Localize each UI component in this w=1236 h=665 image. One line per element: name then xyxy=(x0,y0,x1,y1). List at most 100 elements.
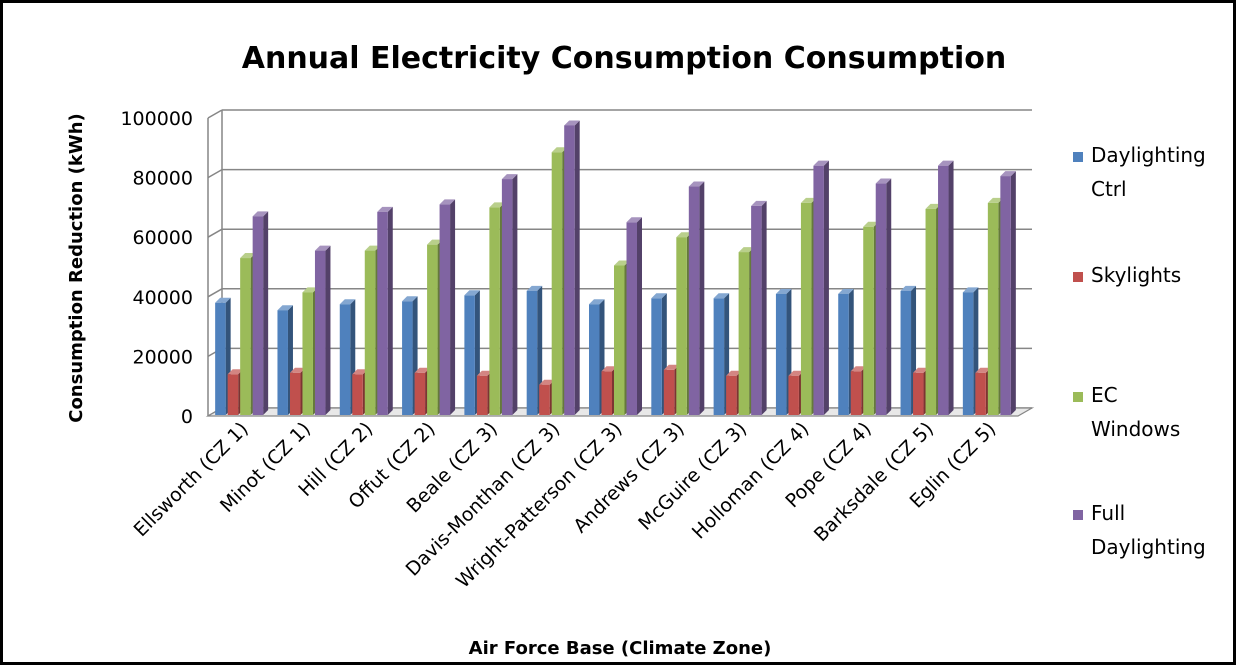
legend-label: Ctrl xyxy=(1091,177,1127,201)
bar-top xyxy=(863,221,879,227)
bar-full-daylighting xyxy=(252,211,269,415)
legend-swatch xyxy=(1073,152,1083,162)
bar-front xyxy=(402,301,413,415)
bar-front xyxy=(352,374,363,415)
bar-top xyxy=(925,203,942,209)
legend-label: Daylighting xyxy=(1091,535,1206,559)
y-tick-label: 100000 xyxy=(120,108,193,130)
bar-front xyxy=(476,375,488,415)
bar-front xyxy=(240,258,251,415)
bar-full-daylighting xyxy=(688,181,705,415)
bar-front xyxy=(526,290,538,415)
bar-top xyxy=(551,147,568,153)
bar-side xyxy=(450,199,456,415)
bar-front xyxy=(227,374,239,415)
bar-front xyxy=(651,298,662,415)
gridline-side xyxy=(207,288,223,298)
bar-front xyxy=(364,250,376,415)
bar-top xyxy=(614,260,630,266)
bar-top xyxy=(589,299,605,305)
bar-top xyxy=(526,285,543,291)
bar-side xyxy=(574,120,580,415)
bar-front xyxy=(738,252,750,415)
y-tick-label: 20000 xyxy=(133,346,193,368)
bar-front xyxy=(601,371,612,415)
bar-top xyxy=(663,364,680,370)
legend-item: Full Daylighting xyxy=(1073,501,1206,559)
bar-front xyxy=(464,295,475,415)
bar-top xyxy=(352,369,368,375)
bar-top xyxy=(539,379,555,385)
bar-front xyxy=(938,165,949,415)
bar-side xyxy=(325,245,331,415)
bar-top xyxy=(850,366,867,372)
bar-front xyxy=(726,375,737,415)
bar-top xyxy=(838,288,854,294)
legend-item: EC Windows xyxy=(1073,383,1180,441)
y-ticks: 0 20000 40000 60000 80000 100000 xyxy=(120,108,193,428)
bar-top xyxy=(900,285,917,291)
bar-top xyxy=(252,211,269,217)
x-tick-label: Barksdale (CZ 5) xyxy=(810,418,938,546)
bar-front xyxy=(925,208,937,415)
y-tick-label: 0 xyxy=(181,406,193,428)
bar-front xyxy=(277,310,288,415)
bar-top xyxy=(800,197,817,203)
bar-front xyxy=(1000,176,1011,415)
gridline-side xyxy=(207,228,223,238)
bar-front xyxy=(751,205,762,415)
bar-side xyxy=(512,174,518,415)
bar-full-daylighting xyxy=(938,160,954,415)
legend-swatch xyxy=(1073,392,1083,402)
bar-full-daylighting xyxy=(564,120,580,415)
bar-front xyxy=(775,293,787,415)
bar-top xyxy=(962,287,979,293)
bar-top xyxy=(987,197,1004,203)
legend-item: Daylighting Ctrl xyxy=(1073,143,1206,201)
bar-front xyxy=(850,371,862,415)
bar-top xyxy=(339,299,356,305)
bar-front xyxy=(551,152,563,415)
bar-front xyxy=(614,265,625,415)
bar-top xyxy=(302,287,318,293)
bar-top xyxy=(277,305,293,311)
y-axis-title: Consumption Reduction (kWh) xyxy=(66,113,87,423)
bar-front xyxy=(713,298,725,415)
bar-front xyxy=(564,125,575,415)
bar-front xyxy=(489,207,500,415)
legend-label: Daylighting xyxy=(1091,143,1206,167)
bar-top xyxy=(501,174,518,180)
bar-front xyxy=(875,183,887,415)
bar-top xyxy=(713,293,730,299)
bar-side xyxy=(823,160,829,415)
bar-daylighting-ctrl xyxy=(526,285,543,415)
x-tick-label: McGuire (CZ 3) xyxy=(634,418,751,535)
legend-swatch xyxy=(1073,272,1083,282)
bar-top xyxy=(676,232,692,238)
bar-front xyxy=(289,372,301,415)
gridline-side xyxy=(207,109,223,119)
bar-side xyxy=(387,206,393,415)
bar-front xyxy=(377,211,388,415)
bar-top xyxy=(564,120,580,126)
bar-side xyxy=(699,181,705,415)
bar-top xyxy=(788,370,804,376)
legend: Daylighting Ctrl Skylights EC Windows Full Day… xyxy=(1073,143,1206,559)
bar-side xyxy=(948,160,954,415)
bar-side xyxy=(537,285,543,415)
bars xyxy=(215,120,1016,415)
y-tick-label: 40000 xyxy=(133,287,193,309)
bar-top xyxy=(688,181,705,187)
bar-top xyxy=(476,370,493,376)
x-tick-label: Andrews (CZ 3) xyxy=(569,418,688,537)
bar-top xyxy=(975,367,991,373)
bar-top xyxy=(314,245,331,251)
bar-full-daylighting xyxy=(1000,171,1016,415)
bar-side xyxy=(637,217,642,415)
bar-front xyxy=(501,179,513,415)
bar-top xyxy=(427,239,443,245)
legend-item: Skylights xyxy=(1073,263,1181,287)
bar-top xyxy=(1000,171,1016,177)
bar-full-daylighting xyxy=(751,200,767,415)
bar-top xyxy=(601,366,617,372)
